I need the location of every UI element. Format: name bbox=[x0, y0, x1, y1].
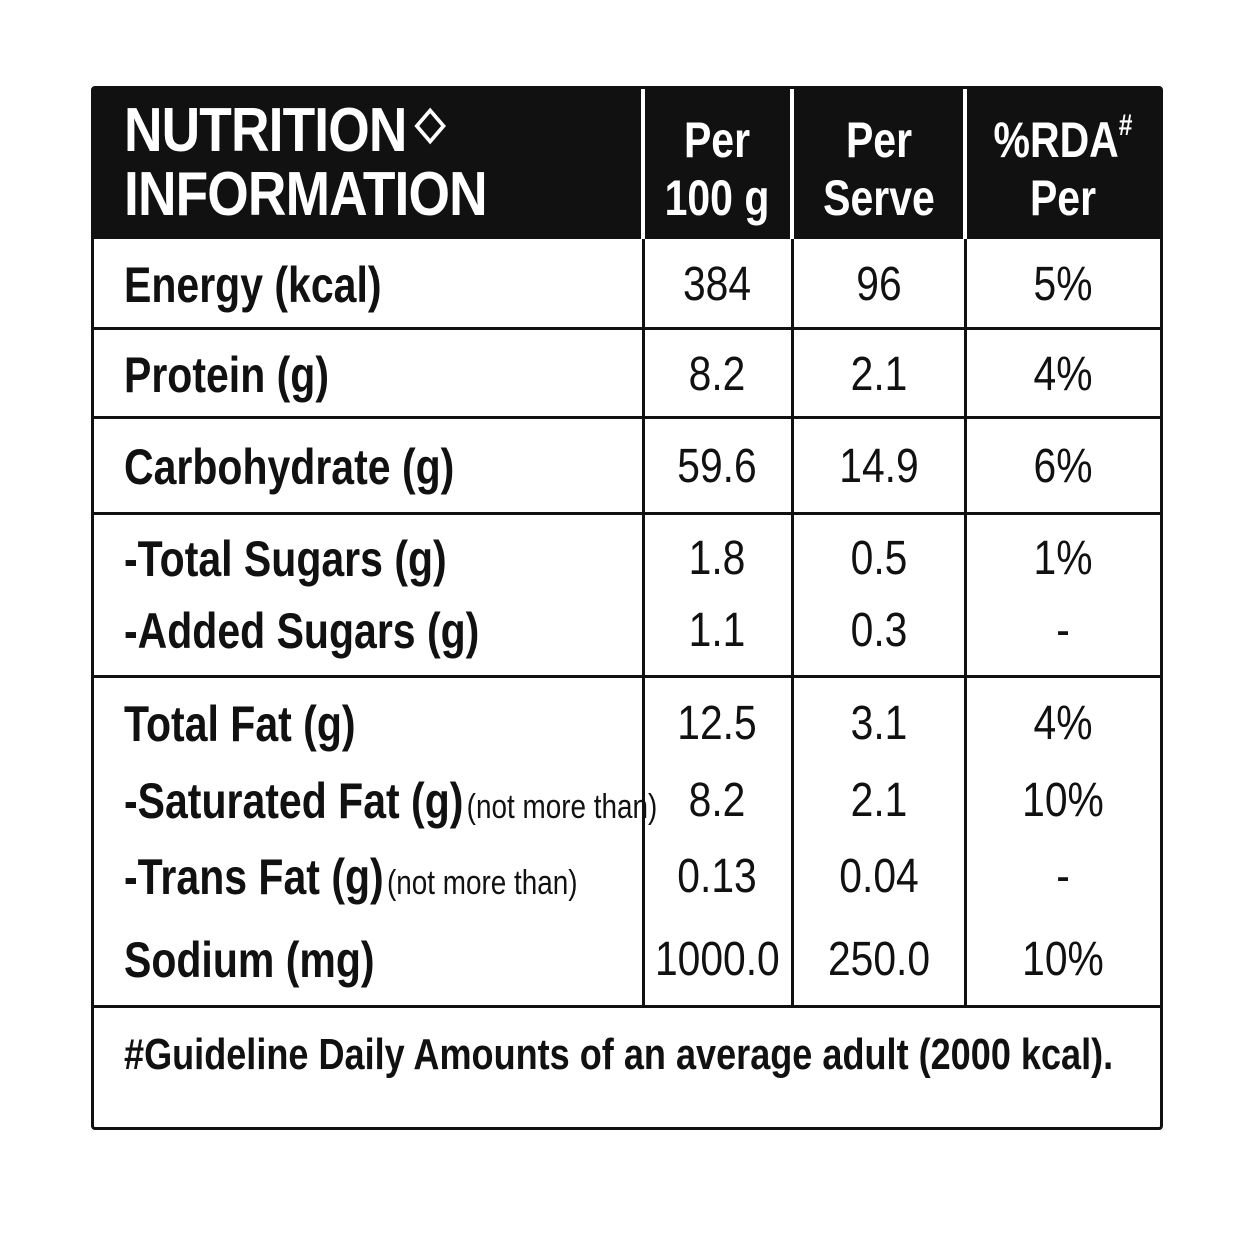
row-divider bbox=[94, 1005, 1160, 1008]
cell-rda: 1% bbox=[1033, 532, 1093, 585]
row-label-total-fat: Total Fat (g) bbox=[124, 696, 356, 752]
header-per-100g: Per 100 g bbox=[664, 112, 770, 226]
cell-per100: 1.1 bbox=[688, 604, 746, 657]
cell-rda: 6% bbox=[1033, 440, 1093, 493]
cell-per100: 1000.0 bbox=[654, 933, 780, 986]
column-divider bbox=[642, 239, 645, 1006]
cell-per100: 8.2 bbox=[688, 348, 746, 401]
diamond-icon bbox=[413, 107, 446, 145]
row-label-total-sugars: -Total Sugars (g) bbox=[124, 531, 447, 587]
cell-per100: 59.6 bbox=[677, 440, 757, 493]
cell-per100: 384 bbox=[682, 258, 752, 311]
header-divider bbox=[790, 89, 794, 239]
cell-perserve: 0.04 bbox=[839, 850, 919, 903]
cell-perserve: 3.1 bbox=[850, 697, 908, 750]
row-label-energy: Energy (kcal) bbox=[124, 257, 382, 313]
header-per-serve: Per Serve bbox=[823, 112, 935, 226]
cell-perserve: 14.9 bbox=[839, 440, 919, 493]
row-label-protein: Protein (g) bbox=[124, 347, 329, 403]
row-divider bbox=[94, 416, 1160, 419]
column-divider bbox=[964, 239, 967, 1006]
cell-rda: 4% bbox=[1033, 697, 1093, 750]
cell-rda: 5% bbox=[1033, 258, 1093, 311]
row-label-trans-fat: -Trans Fat (g)(not more than) bbox=[124, 849, 578, 905]
cell-per100: 12.5 bbox=[677, 697, 757, 750]
cell-perserve: 0.3 bbox=[850, 604, 908, 657]
header-rda: %RDA# Per serve bbox=[993, 109, 1133, 285]
cell-perserve: 2.1 bbox=[850, 774, 908, 827]
cell-per100: 0.13 bbox=[677, 850, 757, 903]
cell-perserve: 96 bbox=[856, 258, 902, 311]
row-note: (not more than) bbox=[386, 864, 578, 902]
row-divider bbox=[94, 512, 1160, 515]
row-divider bbox=[94, 675, 1160, 678]
table-title: NUTRITION INFORMATION bbox=[124, 96, 488, 229]
cell-rda: 10% bbox=[1022, 774, 1104, 827]
cell-rda: 4% bbox=[1033, 348, 1093, 401]
footnote: #Guideline Daily Amounts of an average a… bbox=[124, 1030, 1114, 1079]
title-line-1: NUTRITION bbox=[124, 96, 407, 165]
cell-rda: 10% bbox=[1022, 933, 1104, 986]
cell-rda: - bbox=[1056, 604, 1070, 657]
row-divider bbox=[94, 327, 1160, 330]
cell-perserve: 0.5 bbox=[850, 532, 908, 585]
cell-perserve: 2.1 bbox=[850, 348, 908, 401]
row-label-carbohydrate: Carbohydrate (g) bbox=[124, 439, 455, 495]
cell-perserve: 250.0 bbox=[827, 933, 931, 986]
row-note: (not more than) bbox=[466, 788, 658, 826]
row-label-saturated-fat: -Saturated Fat (g)(not more than) bbox=[124, 773, 658, 829]
title-line-2: INFORMATION bbox=[124, 160, 488, 229]
nutrition-table: NUTRITION INFORMATION Per 100 g Per Serv… bbox=[91, 86, 1163, 1130]
row-label-sodium: Sodium (mg) bbox=[124, 932, 375, 988]
header-divider bbox=[641, 89, 645, 239]
header-divider bbox=[963, 89, 967, 239]
cell-per100: 1.8 bbox=[688, 532, 746, 585]
table-header bbox=[94, 89, 1160, 239]
cell-rda: - bbox=[1056, 850, 1070, 903]
cell-per100: 8.2 bbox=[688, 774, 746, 827]
row-label-added-sugars: -Added Sugars (g) bbox=[124, 603, 480, 659]
column-divider bbox=[791, 239, 794, 1006]
